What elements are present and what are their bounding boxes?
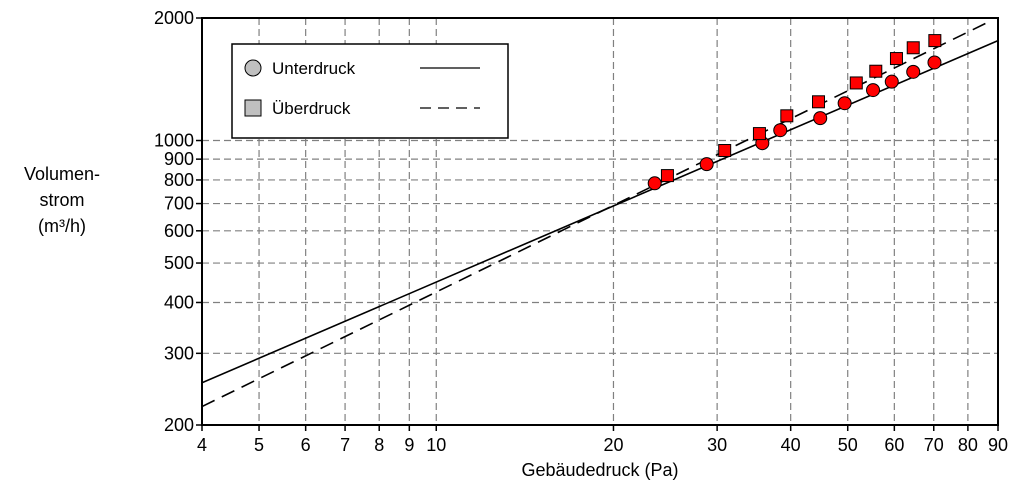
legend: Unterdruck Überdruck: [231, 43, 509, 139]
y-tick-label: 900: [164, 149, 194, 169]
x-tick-label: 8: [374, 435, 384, 455]
y-tick-label: 500: [164, 253, 194, 273]
legend-label-ueberdruck: Überdruck: [272, 99, 351, 118]
data-point-square: [780, 109, 794, 123]
x-tick-label: 5: [254, 435, 264, 455]
x-tick-label: 60: [884, 435, 904, 455]
data-point-circle: [837, 96, 852, 111]
legend-marker-square: [244, 99, 262, 117]
x-tick-labels: 4 5 6 7 8 9 10 20 30 40 50 60 70 80 90: [197, 425, 1008, 455]
data-point-square: [869, 64, 883, 78]
x-tick-label: 7: [340, 435, 350, 455]
x-tick-label: 50: [838, 435, 858, 455]
data-point-circle: [699, 157, 714, 172]
y-axis-label-line: strom: [40, 190, 85, 210]
data-point-square: [812, 95, 826, 109]
x-tick-label: 70: [924, 435, 944, 455]
plot-frame: [201, 17, 999, 426]
y-tick-label: 700: [164, 194, 194, 214]
x-tick-label: 40: [781, 435, 801, 455]
data-point-square: [752, 127, 766, 141]
data-point-square: [889, 52, 903, 66]
x-tick-label: 6: [301, 435, 311, 455]
y-tick-label: 1000: [154, 131, 194, 151]
grid: [202, 18, 998, 425]
x-axis-label: Gebäudedruck (Pa): [521, 460, 678, 480]
data-point-circle: [813, 111, 828, 126]
y-tick-label: 300: [164, 343, 194, 363]
x-tick-label: 90: [988, 435, 1008, 455]
data-point-circle: [906, 64, 921, 79]
data-point-square: [906, 41, 920, 55]
x-tick-label: 4: [197, 435, 207, 455]
y-axis-label-line: Volumen-: [24, 164, 100, 184]
y-axis-label: Volumen- strom (m³/h): [24, 164, 100, 236]
x-tick-label: 20: [603, 435, 623, 455]
data-points: [647, 34, 942, 191]
data-point-circle: [647, 176, 662, 191]
data-point-square: [849, 76, 863, 90]
data-point-circle: [927, 55, 942, 70]
y-tick-label: 2000: [154, 8, 194, 28]
legend-marker-circle: [244, 59, 262, 77]
x-tick-label: 10: [426, 435, 446, 455]
data-point-square: [718, 144, 732, 158]
y-tick-label: 400: [164, 292, 194, 312]
x-tick-label: 80: [958, 435, 978, 455]
data-point-square: [660, 169, 674, 183]
y-tick-label: 200: [164, 415, 194, 435]
y-tick-label: 600: [164, 221, 194, 241]
x-tick-label: 9: [404, 435, 414, 455]
legend-label-unterdruck: Unterdruck: [272, 59, 356, 78]
x-tick-label: 30: [707, 435, 727, 455]
data-point-circle: [866, 83, 881, 98]
y-tick-label: 800: [164, 170, 194, 190]
legend-box: [231, 43, 509, 139]
data-point-circle: [773, 123, 788, 138]
y-axis-label-line: (m³/h): [38, 216, 86, 236]
data-point-square: [928, 34, 942, 48]
data-point-circle: [884, 74, 899, 89]
